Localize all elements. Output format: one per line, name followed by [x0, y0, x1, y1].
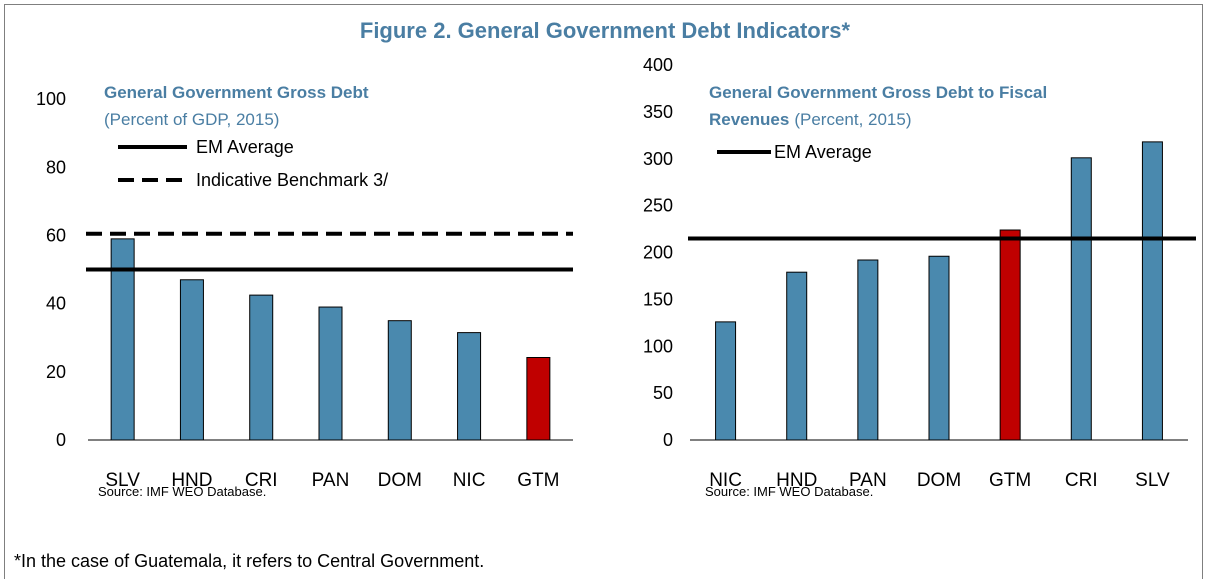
chart1-ytick-60: 60: [46, 225, 66, 245]
chart1-xtick-nic: NIC: [453, 470, 486, 491]
chart1-subtitle: (Percent of GDP, 2015): [104, 110, 279, 129]
chart1-legend-label-1: EM Average: [196, 137, 294, 157]
chart1-xtick-cri: CRI: [245, 470, 278, 491]
chart2-subtitle: (Percent, 2015): [794, 110, 911, 129]
footnote: *In the case of Guatemala, it refers to …: [14, 551, 485, 571]
chart2-xtick-cri: CRI: [1065, 470, 1098, 491]
chart2-bar-pan: [857, 259, 879, 441]
chart1-source: Source: IMF WEO Database.: [98, 484, 266, 499]
chart2-xtick-hnd: HND: [776, 470, 817, 491]
chart1-legend-label-2: Indicative Benchmark 3/: [196, 170, 388, 190]
chart2-xtick-nic: NIC: [709, 470, 742, 491]
chart2-ytick-300: 300: [643, 149, 673, 169]
chart1-xtick-hnd: HND: [171, 470, 212, 491]
chart2-bar-dom: [928, 255, 950, 441]
chart1-bar-cri: [249, 294, 274, 441]
chart2-ytick-250: 250: [643, 196, 673, 216]
chart1-xtick-gtm: GTM: [517, 470, 559, 491]
chart1-bar-hnd: [179, 279, 204, 441]
chart1-bar-pan: [318, 306, 343, 441]
chart2-ytick-200: 200: [643, 243, 673, 263]
chart2-ytick-400: 400: [643, 55, 673, 75]
chart1-ytick-0: 0: [56, 430, 66, 450]
chart2-ytick-0: 0: [663, 430, 673, 450]
chart1-ytick-20: 20: [46, 362, 66, 382]
figure-frame: [4, 4, 1203, 579]
figure-title: Figure 2. General Government Debt Indica…: [359, 18, 851, 43]
chart2-bar-cri: [1070, 157, 1092, 441]
chart2-title: General Government Gross Debt to Fiscal: [709, 83, 1047, 102]
chart1-xtick-pan: PAN: [312, 470, 350, 491]
chart2-ytick-100: 100: [643, 336, 673, 356]
chart1-ytick-100: 100: [36, 89, 66, 109]
chart1-bar-nic: [457, 332, 482, 441]
chart2-ytick-150: 150: [643, 289, 673, 309]
chart2-bar-gtm: [999, 229, 1021, 441]
chart2-bar-nic: [715, 321, 737, 441]
chart1-ytick-80: 80: [46, 157, 66, 177]
chart2-xtick-gtm: GTM: [989, 470, 1031, 491]
chart2-bar-slv: [1141, 141, 1163, 441]
chart2-source: Source: IMF WEO Database.: [705, 484, 873, 499]
chart2-bar-hnd: [786, 271, 808, 441]
chart1-title: General Government Gross Debt: [104, 83, 369, 102]
chart2-xtick-dom: DOM: [917, 470, 961, 491]
chart2-title-line2: Revenues: [709, 110, 789, 129]
chart2-ytick-50: 50: [653, 383, 673, 403]
chart2-ytick-350: 350: [643, 102, 673, 122]
chart2-xtick-slv: SLV: [1135, 470, 1170, 491]
chart1-xtick-slv: SLV: [105, 470, 140, 491]
chart1-bar-gtm: [526, 357, 551, 441]
chart1-bar-dom: [387, 320, 412, 441]
chart1-ytick-40: 40: [46, 294, 66, 314]
chart1-xtick-dom: DOM: [378, 470, 422, 491]
chart2-legend-label-1: EM Average: [774, 142, 872, 162]
chart2-xtick-pan: PAN: [849, 470, 887, 491]
